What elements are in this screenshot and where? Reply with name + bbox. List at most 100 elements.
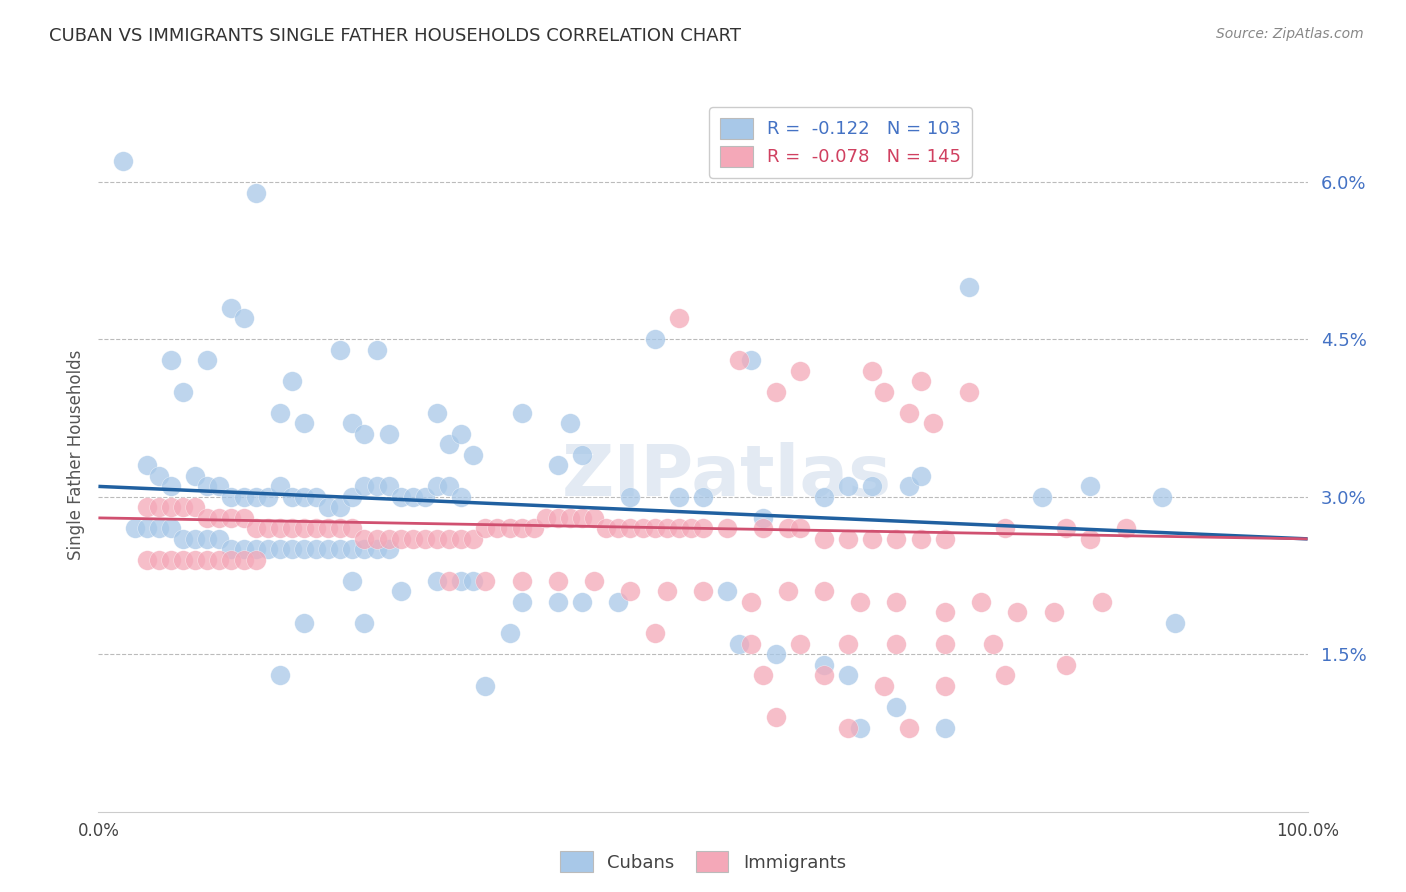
Point bbox=[789, 364, 811, 378]
Text: CUBAN VS IMMIGRANTS SINGLE FATHER HOUSEHOLDS CORRELATION CHART: CUBAN VS IMMIGRANTS SINGLE FATHER HOUSEH… bbox=[49, 27, 741, 45]
Point bbox=[221, 553, 243, 567]
Point bbox=[692, 490, 714, 504]
Point bbox=[366, 532, 388, 546]
Point bbox=[860, 364, 883, 378]
Point bbox=[957, 280, 980, 294]
Point bbox=[305, 490, 328, 504]
Point bbox=[172, 553, 194, 567]
Point bbox=[292, 490, 315, 504]
Point bbox=[619, 521, 641, 535]
Point bbox=[510, 521, 533, 535]
Point bbox=[281, 490, 304, 504]
Point bbox=[184, 532, 207, 546]
Point bbox=[934, 637, 956, 651]
Point bbox=[305, 542, 328, 557]
Point bbox=[208, 479, 231, 493]
Point bbox=[534, 511, 557, 525]
Point bbox=[426, 479, 449, 493]
Point bbox=[292, 417, 315, 431]
Point bbox=[269, 479, 291, 493]
Point bbox=[716, 521, 738, 535]
Point bbox=[316, 521, 339, 535]
Point bbox=[353, 542, 375, 557]
Point bbox=[813, 490, 835, 504]
Point bbox=[426, 406, 449, 420]
Point bbox=[353, 532, 375, 546]
Text: ZIPatlas: ZIPatlas bbox=[562, 442, 893, 511]
Point bbox=[269, 542, 291, 557]
Point bbox=[292, 521, 315, 535]
Point bbox=[160, 500, 183, 515]
Point bbox=[728, 353, 751, 368]
Point bbox=[281, 375, 304, 389]
Point bbox=[1054, 521, 1077, 535]
Point bbox=[402, 532, 425, 546]
Point bbox=[849, 595, 872, 609]
Point bbox=[221, 490, 243, 504]
Point bbox=[547, 511, 569, 525]
Point bbox=[366, 479, 388, 493]
Point bbox=[329, 343, 352, 357]
Point bbox=[679, 521, 702, 535]
Point bbox=[583, 511, 606, 525]
Point bbox=[837, 668, 859, 682]
Point bbox=[172, 532, 194, 546]
Point bbox=[510, 406, 533, 420]
Point bbox=[245, 553, 267, 567]
Point bbox=[886, 532, 908, 546]
Point bbox=[547, 458, 569, 473]
Point bbox=[873, 384, 896, 399]
Point bbox=[849, 721, 872, 735]
Point bbox=[195, 353, 218, 368]
Point bbox=[910, 532, 932, 546]
Point bbox=[135, 458, 157, 473]
Point bbox=[195, 532, 218, 546]
Point bbox=[1152, 490, 1174, 504]
Point bbox=[316, 500, 339, 515]
Point bbox=[111, 154, 134, 169]
Point bbox=[329, 500, 352, 515]
Point bbox=[135, 500, 157, 515]
Point bbox=[450, 426, 472, 441]
Point bbox=[269, 521, 291, 535]
Point bbox=[281, 521, 304, 535]
Point bbox=[498, 626, 520, 640]
Point bbox=[389, 584, 412, 599]
Point bbox=[366, 542, 388, 557]
Point bbox=[668, 521, 690, 535]
Point bbox=[148, 521, 170, 535]
Point bbox=[886, 637, 908, 651]
Point bbox=[437, 479, 460, 493]
Point bbox=[426, 574, 449, 588]
Point bbox=[728, 637, 751, 651]
Point bbox=[148, 469, 170, 483]
Point bbox=[474, 679, 496, 693]
Point bbox=[184, 500, 207, 515]
Point bbox=[342, 417, 364, 431]
Point bbox=[474, 574, 496, 588]
Point bbox=[994, 668, 1017, 682]
Point bbox=[377, 542, 399, 557]
Point bbox=[463, 448, 485, 462]
Point bbox=[740, 595, 762, 609]
Point bbox=[934, 679, 956, 693]
Point bbox=[342, 521, 364, 535]
Point bbox=[377, 426, 399, 441]
Point bbox=[269, 406, 291, 420]
Point bbox=[934, 721, 956, 735]
Point bbox=[910, 469, 932, 483]
Point bbox=[692, 521, 714, 535]
Point bbox=[668, 490, 690, 504]
Point bbox=[184, 553, 207, 567]
Point bbox=[377, 532, 399, 546]
Point bbox=[148, 553, 170, 567]
Point bbox=[644, 626, 666, 640]
Point bbox=[1007, 605, 1029, 619]
Point bbox=[160, 479, 183, 493]
Point bbox=[752, 668, 775, 682]
Point bbox=[245, 521, 267, 535]
Point bbox=[135, 521, 157, 535]
Point bbox=[426, 532, 449, 546]
Point bbox=[195, 479, 218, 493]
Point bbox=[716, 584, 738, 599]
